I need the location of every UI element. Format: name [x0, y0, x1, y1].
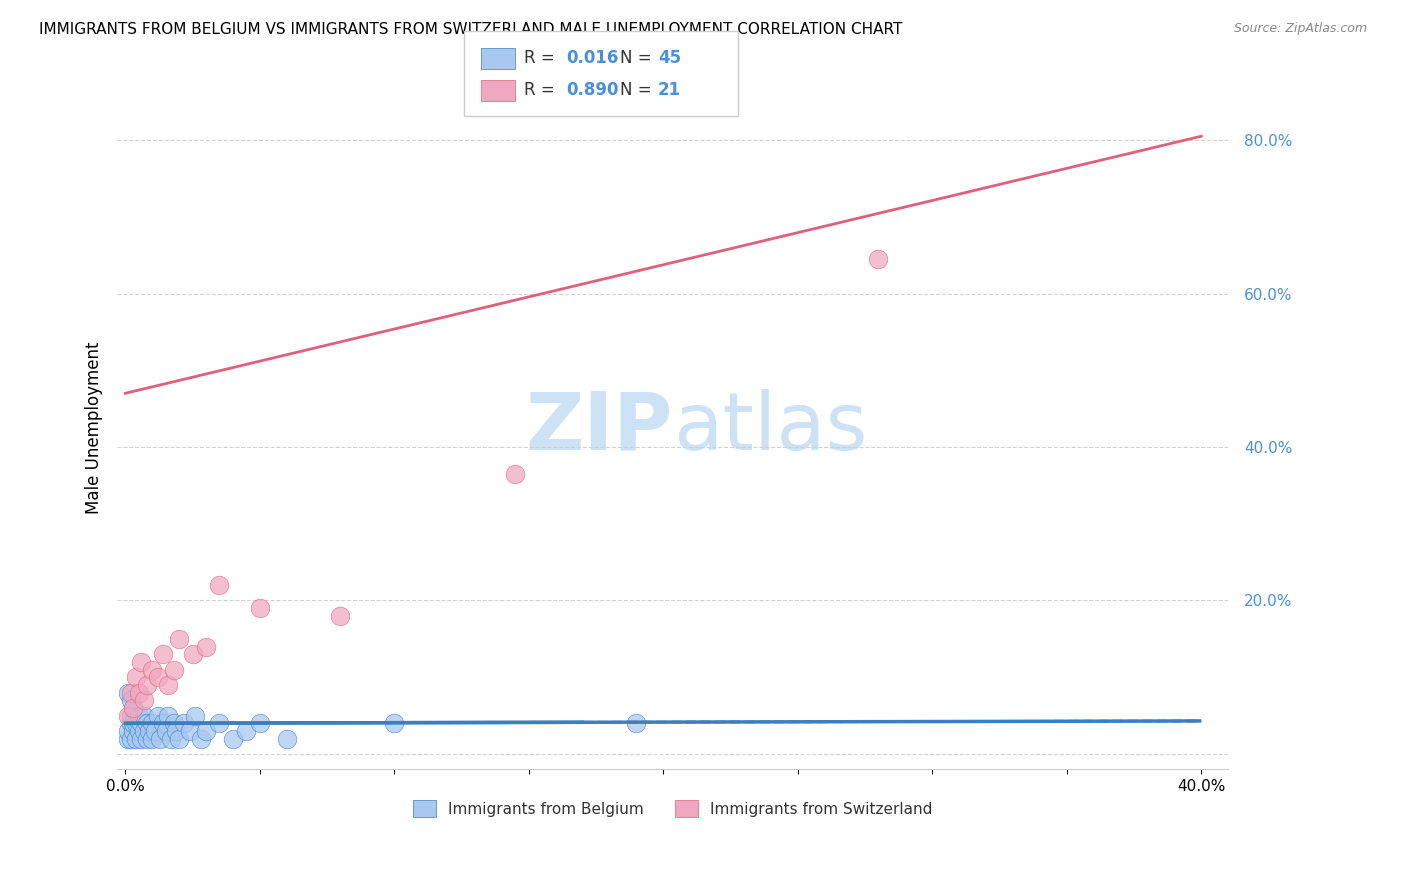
Point [120, 716, 142, 731]
Y-axis label: Male Unemployment: Male Unemployment [86, 342, 103, 514]
Point [149, 731, 172, 746]
Point [868, 252, 890, 266]
Point [122, 716, 145, 731]
Point [146, 708, 169, 723]
Text: R =: R = [524, 81, 561, 99]
Point [163, 663, 186, 677]
Text: IMMIGRANTS FROM BELGIUM VS IMMIGRANTS FROM SWITZERLAND MALE UNEMPLOYMENT CORRELA: IMMIGRANTS FROM BELGIUM VS IMMIGRANTS FR… [39, 22, 903, 37]
Text: Source: ZipAtlas.com: Source: ZipAtlas.com [1233, 22, 1367, 36]
Point [165, 723, 187, 738]
Text: N =: N = [620, 81, 657, 99]
Point [152, 647, 174, 661]
Point [152, 716, 174, 731]
Point [626, 716, 648, 731]
Point [329, 608, 352, 623]
Point [117, 685, 139, 699]
Point [167, 731, 190, 746]
Point [167, 632, 190, 646]
Point [120, 708, 142, 723]
Point [138, 723, 160, 738]
Point [249, 601, 271, 615]
Point [131, 655, 153, 669]
Point [125, 731, 148, 746]
Point [190, 731, 212, 746]
Point [120, 731, 142, 746]
Point [157, 708, 180, 723]
Point [276, 731, 298, 746]
Point [155, 723, 177, 738]
Point [184, 708, 207, 723]
Point [135, 716, 157, 731]
Point [181, 647, 204, 661]
Point [141, 716, 163, 731]
Point [194, 723, 217, 738]
Text: ZIP: ZIP [526, 389, 672, 467]
Point [503, 467, 526, 481]
Point [128, 708, 150, 723]
Point [249, 716, 271, 731]
Text: atlas: atlas [672, 389, 868, 467]
Point [122, 723, 145, 738]
Point [117, 723, 139, 738]
Point [135, 731, 157, 746]
Point [208, 716, 231, 731]
Point [132, 708, 155, 723]
Point [143, 723, 166, 738]
Point [122, 701, 145, 715]
Point [132, 723, 155, 738]
Point [128, 685, 150, 699]
Point [120, 685, 142, 699]
Text: 0.890: 0.890 [567, 81, 619, 99]
Point [141, 663, 163, 677]
Point [131, 731, 153, 746]
Point [125, 716, 148, 731]
Point [132, 693, 155, 707]
Point [157, 678, 180, 692]
Point [179, 723, 201, 738]
Point [160, 731, 183, 746]
Point [141, 731, 163, 746]
Point [117, 731, 139, 746]
Point [208, 578, 231, 592]
Point [122, 701, 145, 715]
Point [128, 723, 150, 738]
Point [173, 716, 195, 731]
Text: N =: N = [620, 49, 657, 68]
Point [235, 723, 257, 738]
Point [146, 670, 169, 684]
Text: R =: R = [524, 49, 561, 68]
Point [125, 670, 148, 684]
Point [131, 716, 153, 731]
Point [135, 678, 157, 692]
Text: 45: 45 [658, 49, 681, 68]
Text: 0.016: 0.016 [567, 49, 619, 68]
Point [117, 708, 139, 723]
Point [222, 731, 245, 746]
Point [382, 716, 405, 731]
Text: 21: 21 [658, 81, 681, 99]
Point [194, 640, 217, 654]
Legend: Immigrants from Belgium, Immigrants from Switzerland: Immigrants from Belgium, Immigrants from… [408, 794, 938, 823]
Point [163, 716, 186, 731]
Point [120, 693, 142, 707]
